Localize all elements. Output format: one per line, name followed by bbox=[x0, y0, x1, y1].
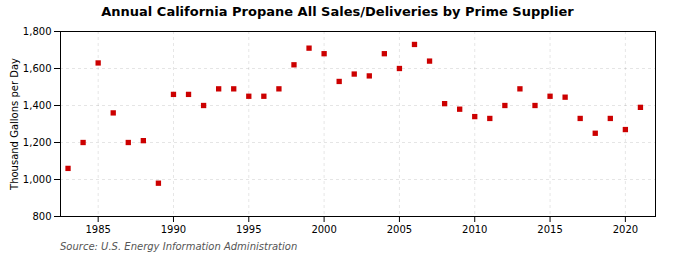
svg-text:1,800: 1,800 bbox=[23, 26, 52, 37]
svg-text:2005: 2005 bbox=[387, 224, 412, 235]
svg-text:800: 800 bbox=[32, 211, 51, 222]
svg-text:2015: 2015 bbox=[537, 224, 562, 235]
svg-text:1,200: 1,200 bbox=[23, 137, 52, 148]
svg-text:2000: 2000 bbox=[311, 224, 336, 235]
svg-text:1,000: 1,000 bbox=[23, 174, 52, 185]
svg-text:1985: 1985 bbox=[85, 224, 110, 235]
svg-text:Thousand Gallons per Day: Thousand Gallons per Day bbox=[9, 58, 20, 191]
svg-text:1990: 1990 bbox=[161, 224, 186, 235]
html-text:Source: U.S. Energy Informatio: Source: U.S. Energy Information Administ… bbox=[60, 241, 298, 252]
svg-text:1,600: 1,600 bbox=[23, 63, 52, 74]
svg-text:2010: 2010 bbox=[462, 224, 487, 235]
svg-text:2020: 2020 bbox=[613, 224, 638, 235]
html-text:Annual California Propane All: Annual California Propane All Sales/Deli… bbox=[101, 4, 574, 19]
svg-text:1,400: 1,400 bbox=[23, 100, 52, 111]
svg-text:1995: 1995 bbox=[236, 224, 261, 235]
